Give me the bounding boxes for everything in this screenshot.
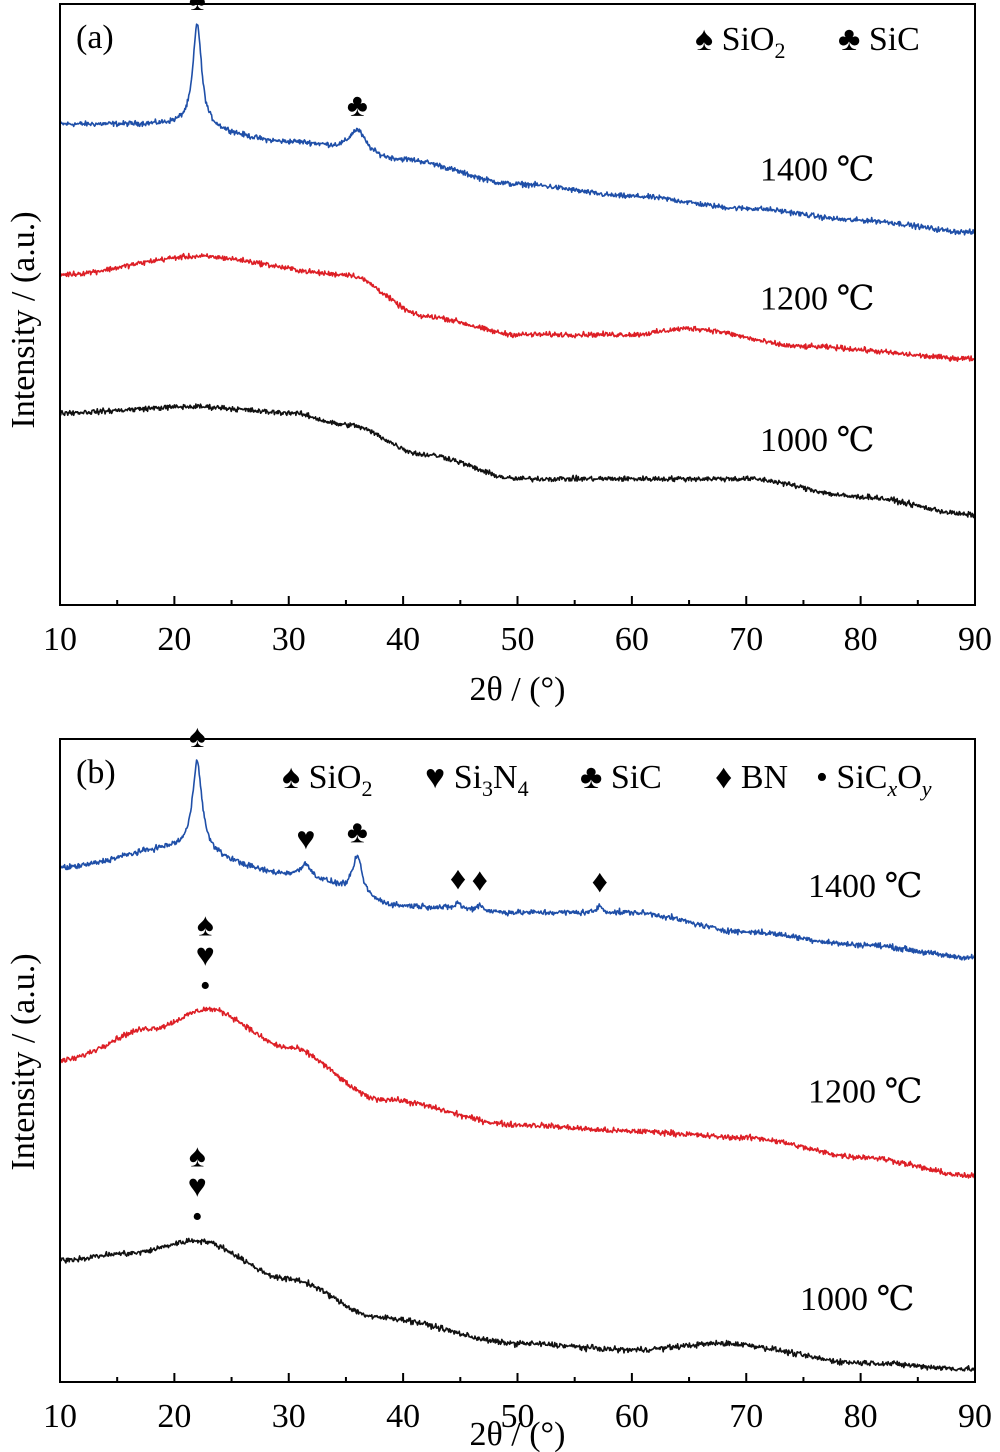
peak-marker: ♣	[347, 813, 368, 849]
peak-marker: ♥	[296, 820, 315, 856]
series-label: 1400 ℃	[808, 868, 923, 905]
legend-entry: ♠ SiO2	[695, 21, 785, 63]
peak-marker: ♠	[189, 0, 206, 17]
series-line-1200	[59, 252, 976, 362]
panel-label: (a)	[76, 19, 114, 56]
series-1200-group: 1200 ℃•♥♠	[59, 906, 976, 1179]
x-tick-label: 90	[958, 1398, 992, 1435]
legend-entry: ♣ SiC	[580, 759, 662, 796]
phase-marker: ♠	[189, 1138, 206, 1174]
x-tick-label: 50	[501, 621, 535, 658]
series-label: 1400 ℃	[760, 151, 875, 188]
legend-entry: ♥ Si3N4	[425, 759, 529, 801]
peak-marker: ♦	[450, 860, 466, 896]
legend-entry: ♣ SiC	[838, 21, 920, 58]
legend-entry: • SiCxOy	[816, 759, 932, 801]
series-1400-group: 1400 ℃ ♠ ♣	[59, 0, 976, 236]
x-axis-label: 2θ / (°)	[470, 1416, 566, 1452]
series-1200-group: 1200 ℃	[59, 252, 976, 362]
legend: ♠ SiO2 ♣ SiC	[695, 21, 920, 63]
x-tick-label: 50	[501, 1398, 535, 1435]
phase-marker: ♥	[188, 1168, 207, 1204]
series-line-1000	[59, 403, 976, 519]
series-label: 1000 ℃	[760, 422, 875, 459]
peak-marker: ♦	[472, 862, 488, 898]
x-tick-label: 60	[615, 621, 649, 658]
x-tick-label: 20	[157, 621, 191, 658]
phase-marker: ♥	[196, 936, 215, 972]
chart-panel-a: 1400 ℃ ♠ ♣ 1200 ℃ 1000 ℃ 10 20 30 40 50 60 70 80 90 2θ…	[5, 0, 992, 708]
x-tick-label: 10	[43, 1398, 77, 1435]
legend-entry: ♠ SiO2	[282, 759, 372, 801]
y-axis-label: Intensity / (a.u.)	[5, 211, 42, 428]
panel-label: (b)	[76, 754, 116, 791]
series-1400-group: 1400 ℃♠♥ ♣♦ ♦ ♦	[59, 718, 976, 961]
legend: ♠ SiO2 ♥ Si3N4 ♣ SiC ♦ BN • SiCxOy	[282, 759, 932, 801]
x-axis-label: 2θ / (°)	[470, 671, 566, 708]
series-1000-group: 1000 ℃	[59, 403, 976, 519]
series-line-1400	[59, 759, 976, 961]
x-tick-label: 70	[729, 1398, 763, 1435]
x-tick-label: 90	[958, 621, 992, 658]
phase-marker: •	[200, 969, 211, 1002]
series-line-1400	[59, 23, 976, 236]
series-label: 1000 ℃	[800, 1281, 915, 1318]
x-tick-label: 40	[386, 1398, 420, 1435]
phase-marker: •	[192, 1201, 203, 1234]
series-line-1200	[59, 1006, 976, 1179]
phase-marker: ♠	[197, 906, 214, 942]
x-tick-label: 10	[43, 621, 77, 658]
series-line-1000	[59, 1237, 976, 1372]
legend-entry: ♦ BN	[715, 759, 788, 796]
x-tick-label: 60	[615, 1398, 649, 1435]
x-tick-label: 70	[729, 621, 763, 658]
chart-panel-b: 1400 ℃♠♥ ♣♦ ♦ ♦1200 ℃•♥♠1000 ℃•♥♠10 20 30 40 50…	[5, 718, 992, 1452]
x-tick-label: 80	[844, 621, 878, 658]
x-tick-label: 40	[386, 621, 420, 658]
x-tick-label: 30	[272, 621, 306, 658]
series-label: 1200 ℃	[760, 281, 875, 318]
series-label: 1200 ℃	[808, 1074, 923, 1111]
y-axis-label: Intensity / (a.u.)	[5, 953, 42, 1170]
x-tick-label: 80	[844, 1398, 878, 1435]
peak-marker: ♠	[189, 718, 206, 754]
x-tick-label: 20	[157, 1398, 191, 1435]
peak-marker: ♣	[347, 87, 368, 123]
series-1000-group: 1000 ℃ •♥♠	[59, 1138, 976, 1372]
x-tick-label: 30	[272, 1398, 306, 1435]
peak-marker: ♦	[592, 863, 608, 899]
